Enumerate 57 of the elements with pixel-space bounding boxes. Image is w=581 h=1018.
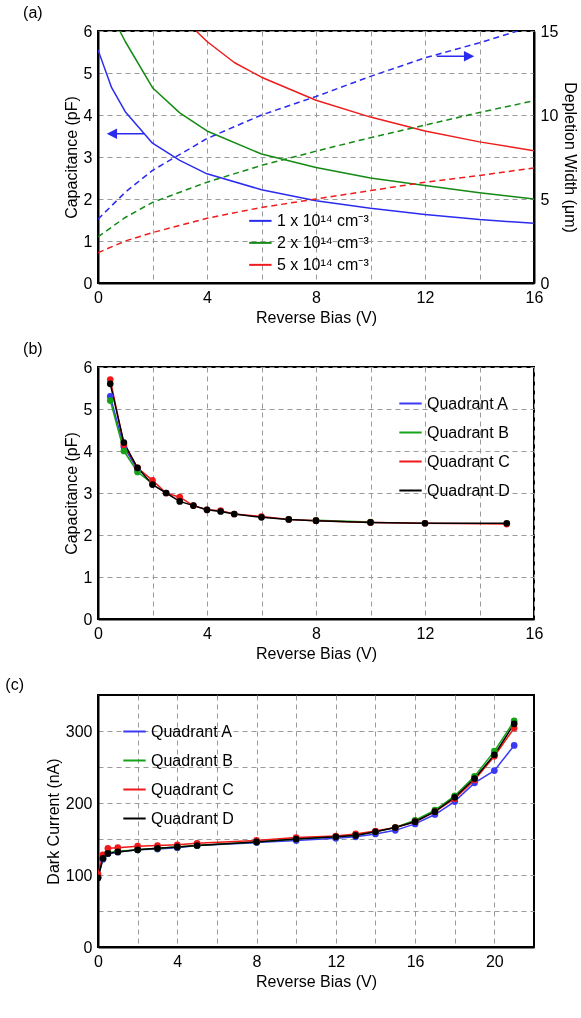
y-tick-label: 3 [83,484,93,502]
y-tick-label: 4 [83,442,93,460]
y-tick-label: 2 [83,190,93,208]
y-tick-label: 1 [83,568,93,586]
x-tick-label: 12 [416,624,435,642]
legend-label: Quadrant A [427,394,509,412]
x-axis-title: Reverse Bias (V) [256,644,377,662]
x-tick-label: 12 [327,952,346,970]
legend-label: 5 x 10¹⁴ cm⁻³ [276,255,370,273]
chart-title: (c) [5,676,24,693]
legend-label: 2 x 10¹⁴ cm⁻³ [276,233,370,251]
y-tick-label: 4 [83,106,93,124]
legend-label: 1 x 10¹⁴ cm⁻³ [276,211,370,229]
y-tick-label: 0 [83,610,93,628]
x-tick-label: 4 [203,624,213,642]
legend-label: Quadrant B [427,423,509,441]
legend-label: Quadrant C [151,780,234,798]
y-tick-label: 100 [65,866,93,884]
y-axis-title: Capacitance (pF) [62,96,80,219]
x-tick-label: 8 [312,624,322,642]
legend-label: Quadrant D [151,809,234,827]
y-tick-label: 6 [83,22,93,40]
y-tick-label: 200 [65,794,93,812]
legend-label: Quadrant A [151,722,233,740]
chart-title: (b) [23,340,43,357]
y-tick-label: 5 [83,64,93,82]
y2-tick-label: 10 [540,106,559,124]
y2-tick-label: 15 [540,22,559,40]
y2-tick-label: 5 [540,190,550,208]
legend-label: Quadrant C [427,452,510,470]
y-tick-label: 2 [83,526,93,544]
x-tick-label: 0 [94,952,104,970]
y-tick-label: 0 [83,938,93,956]
legend-label: Quadrant D [427,481,510,499]
y2-axis-title: Depletion Width (μm) [562,82,580,233]
y-tick-label: 1 [83,232,93,250]
x-tick-label: 12 [416,288,435,306]
y-axis-title: Dark Current (nA) [44,758,62,885]
y-tick-label: 5 [83,400,93,418]
x-tick-label: 4 [203,288,213,306]
y-axis-title: Capacitance (pF) [62,432,80,555]
x-tick-label: 4 [173,952,183,970]
x-tick-label: 8 [312,288,322,306]
y-tick-label: 6 [83,358,93,376]
chart-title: (a) [23,4,43,21]
legend-label: Quadrant B [151,751,233,769]
x-tick-label: 16 [406,952,425,970]
x-axis-title: Reverse Bias (V) [256,972,377,990]
x-tick-label: 16 [525,624,544,642]
x-tick-label: 20 [485,952,504,970]
x-tick-label: 8 [252,952,262,970]
x-tick-label: 0 [94,624,104,642]
x-tick-label: 0 [94,288,104,306]
y-tick-label: 3 [83,148,93,166]
x-axis-title: Reverse Bias (V) [256,308,377,326]
y-tick-label: 0 [83,274,93,292]
y-tick-label: 300 [65,722,93,740]
